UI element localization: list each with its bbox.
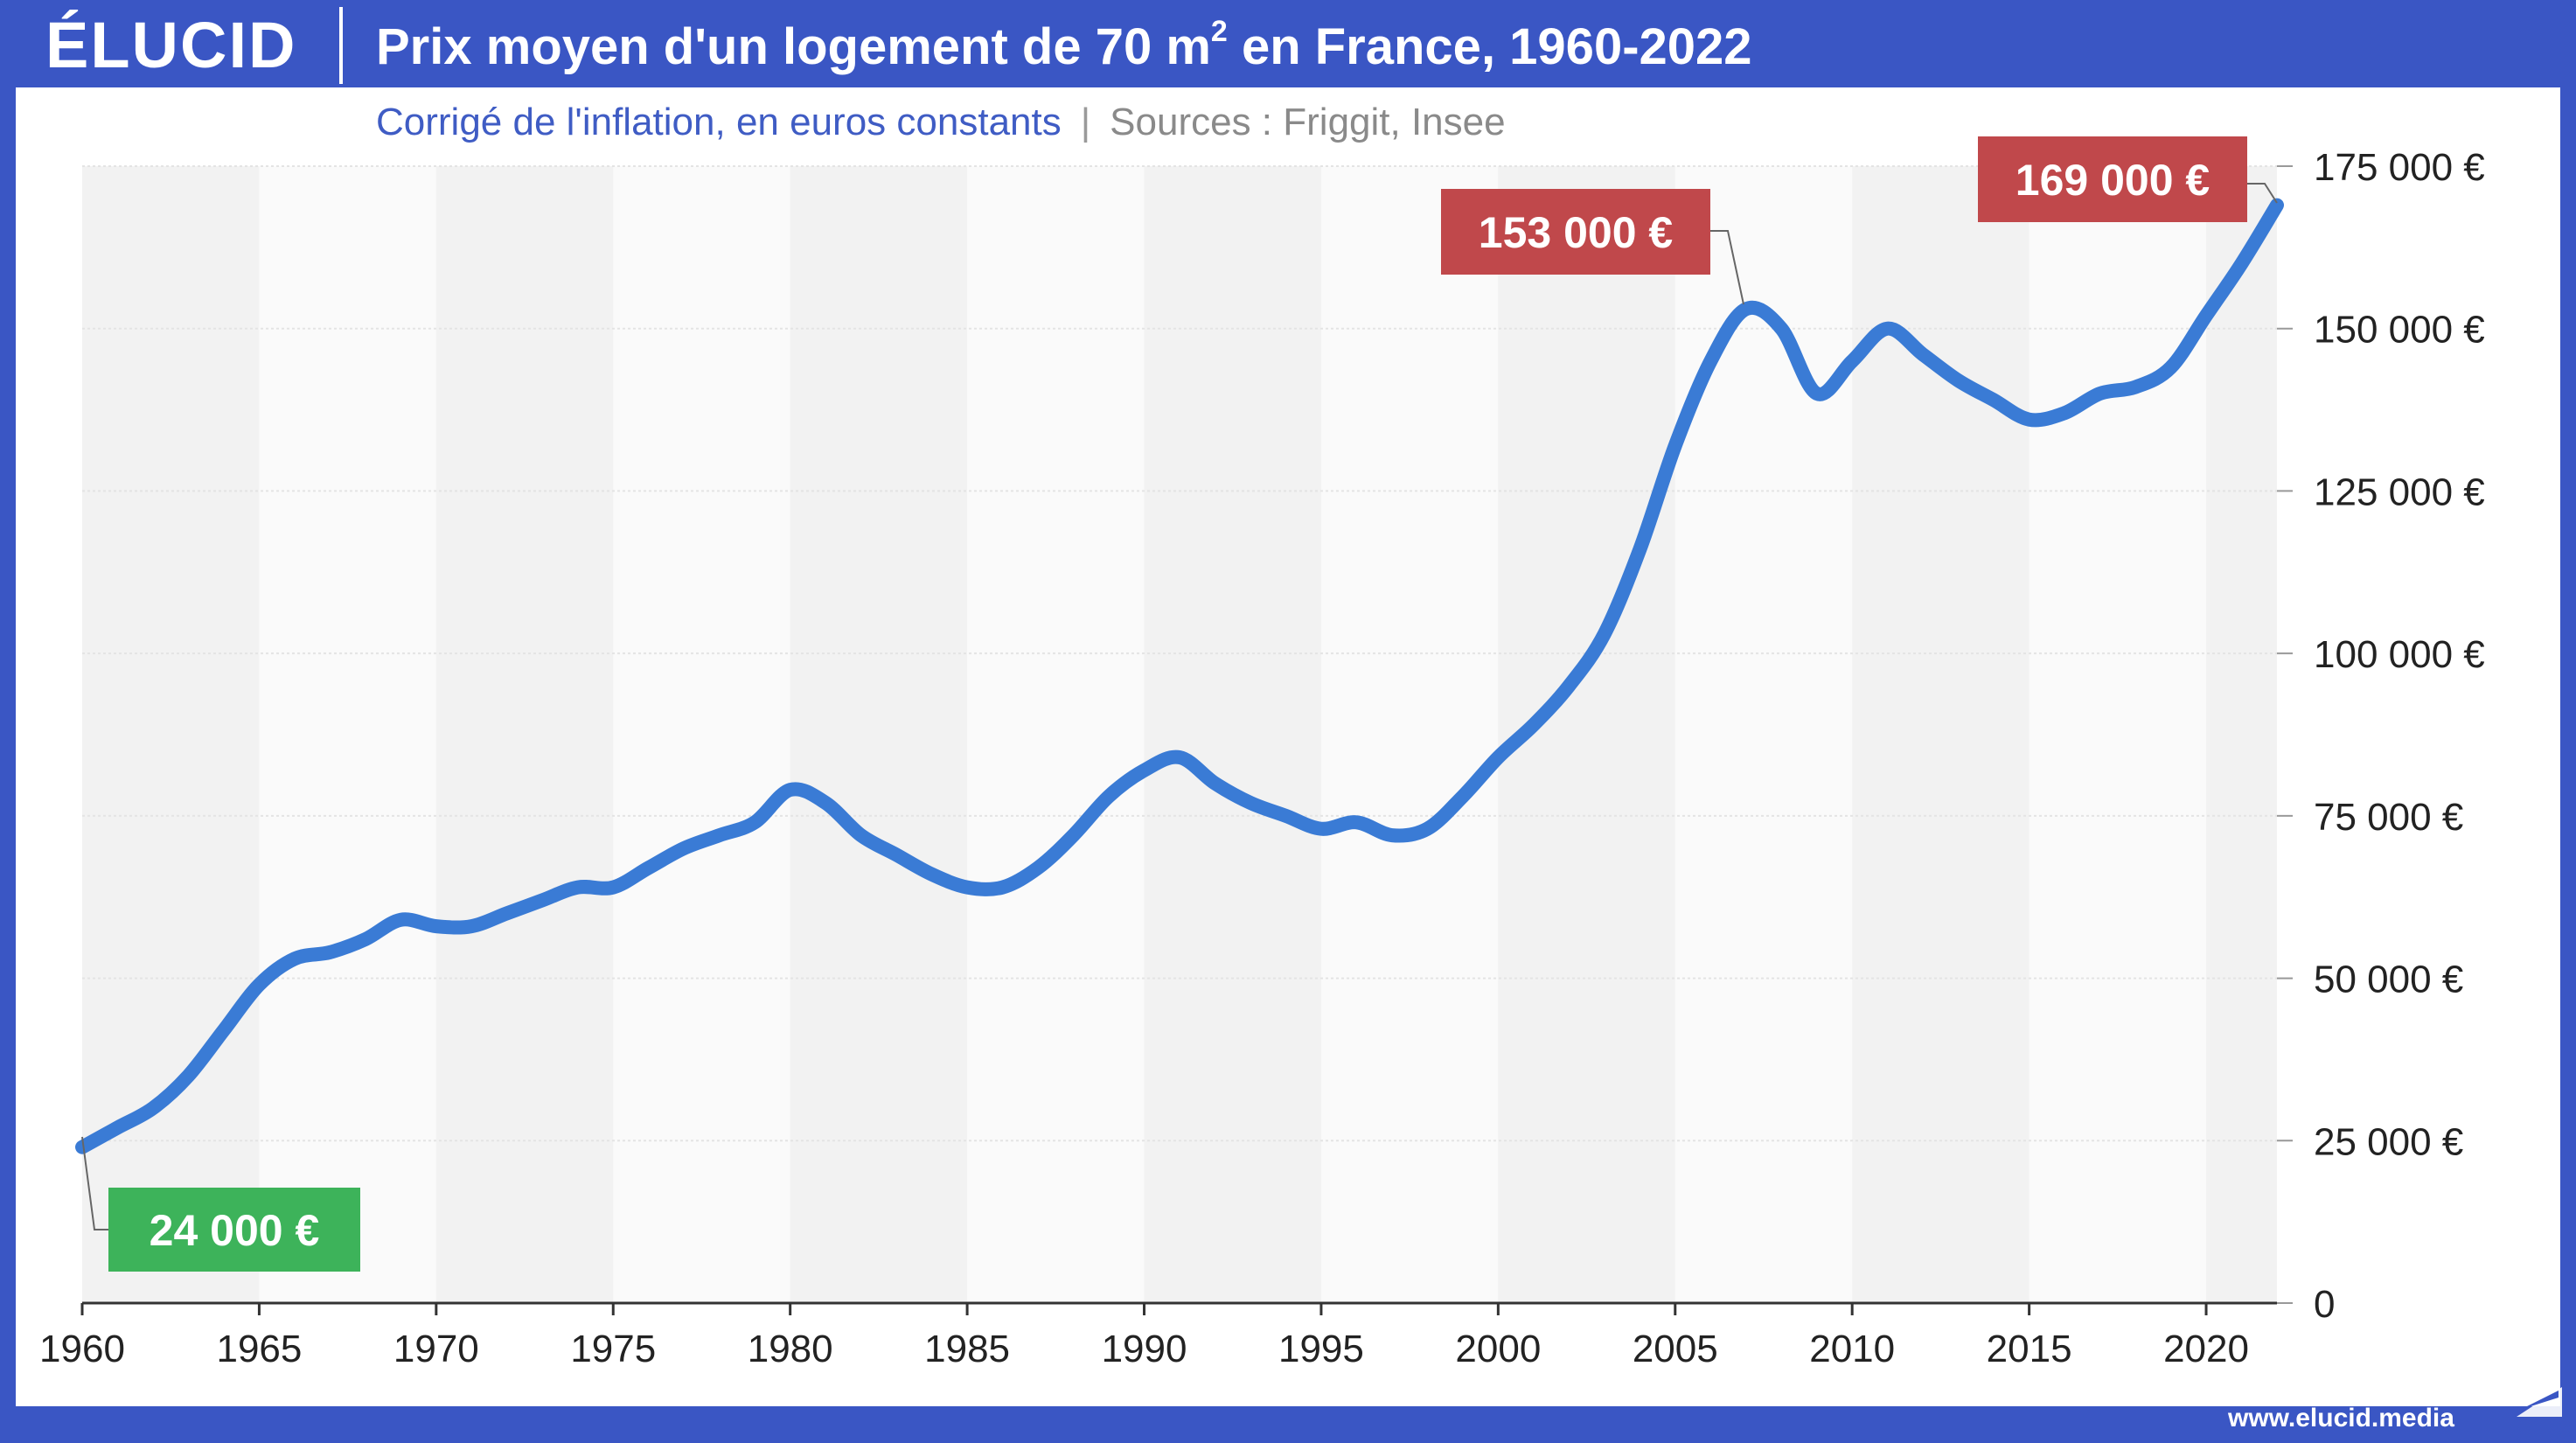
x-tick-label: 1975 bbox=[570, 1328, 656, 1370]
decade-band bbox=[435, 166, 614, 1303]
header: ÉLUCID Prix moyen d'un logement de 70 m2… bbox=[0, 0, 2576, 87]
x-tick-label: 1980 bbox=[748, 1328, 833, 1370]
decade-band bbox=[790, 166, 968, 1303]
chart-subtitle: Corrigé de l'inflation, en euros constan… bbox=[376, 96, 1506, 149]
decade-band bbox=[1144, 166, 1321, 1303]
y-tick-label: 25 000 € bbox=[2314, 1120, 2463, 1163]
x-tick-label: 2020 bbox=[2163, 1328, 2249, 1370]
x-tick-label: 2015 bbox=[1987, 1328, 2072, 1370]
y-tick-label: 100 000 € bbox=[2314, 633, 2485, 676]
annotation-label: 169 000 € bbox=[1978, 136, 2278, 222]
chart-title: Prix moyen d'un logement de 70 m2 en Fra… bbox=[376, 12, 1752, 82]
annotation-label: 153 000 € bbox=[1441, 189, 1744, 305]
y-tick-label: 150 000 € bbox=[2314, 309, 2485, 352]
decade-band bbox=[82, 166, 260, 1303]
annotation-box bbox=[108, 1188, 360, 1272]
footer-url[interactable]: www.elucid.media bbox=[2228, 1404, 2454, 1433]
x-tick-label: 1960 bbox=[39, 1328, 125, 1370]
annotation-text: 169 000 € bbox=[2016, 156, 2210, 205]
subtitle-text: Corrigé de l'inflation, en euros constan… bbox=[376, 101, 1062, 143]
annotation-text: 153 000 € bbox=[1479, 208, 1673, 257]
x-tick-label: 2005 bbox=[1633, 1328, 1718, 1370]
x-tick-label: 2010 bbox=[1809, 1328, 1895, 1370]
annotation-leader bbox=[81, 1136, 108, 1230]
elucid-logo: ÉLUCID bbox=[45, 9, 297, 81]
price-line bbox=[75, 198, 2284, 1154]
y-tick-label: 175 000 € bbox=[2314, 146, 2485, 189]
y-tick-label: 75 000 € bbox=[2314, 796, 2463, 839]
subtitle-separator: | bbox=[1080, 101, 1091, 143]
annotation-leader bbox=[1710, 230, 1744, 305]
title-end: en France, 1960-2022 bbox=[1227, 18, 1752, 75]
annotation-box bbox=[1978, 136, 2247, 222]
sources-text: Sources : Friggit, Insee bbox=[1110, 101, 1506, 143]
x-tick-label: 1965 bbox=[216, 1328, 302, 1370]
header-divider bbox=[339, 7, 343, 84]
x-tick-label: 1990 bbox=[1102, 1328, 1187, 1370]
annotation-text: 24 000 € bbox=[150, 1206, 320, 1255]
x-tick-label: 1995 bbox=[1278, 1328, 1364, 1370]
y-tick-label: 50 000 € bbox=[2314, 959, 2463, 1001]
annotation-box bbox=[1441, 189, 1710, 275]
decade-band bbox=[2206, 166, 2277, 1303]
annotation-leader bbox=[2247, 183, 2278, 204]
title-main: Prix moyen d'un logement de 70 m bbox=[376, 18, 1211, 75]
x-tick-label: 2000 bbox=[1455, 1328, 1541, 1370]
title-superscript: 2 bbox=[1210, 15, 1228, 48]
annotation-label: 24 000 € bbox=[81, 1136, 360, 1272]
y-tick-label: 0 bbox=[2314, 1283, 2335, 1326]
x-tick-label: 1970 bbox=[393, 1328, 479, 1370]
decade-band bbox=[1852, 166, 2029, 1303]
elucid-mark-icon bbox=[2517, 1387, 2562, 1417]
x-tick-label: 1985 bbox=[924, 1328, 1010, 1370]
y-tick-label: 125 000 € bbox=[2314, 471, 2485, 513]
